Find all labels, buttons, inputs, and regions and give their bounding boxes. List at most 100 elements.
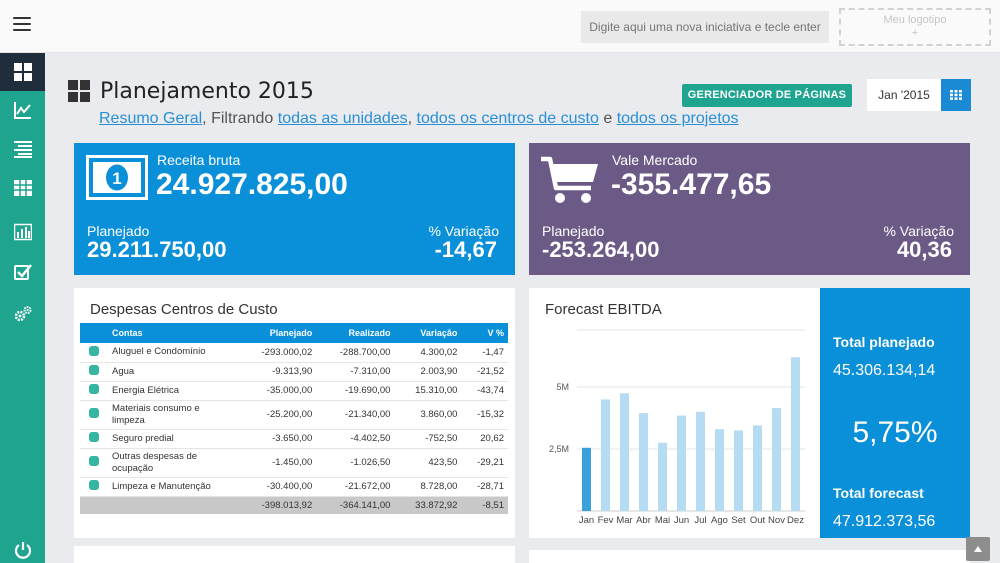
logo-plus: + [911,27,919,39]
forecast-chart: 2,5M 5M Jan Fev Mar Abr Mai Jun Jul Ago Set Out Nov D… [549,329,805,526]
logo-upload-box[interactable]: Meu logotipo + [839,8,991,46]
sidebar-item-bar-chart[interactable] [0,213,45,251]
col-vpct[interactable]: V % [461,323,508,343]
table-total-row: -398.013,92 -364.141,00 33.872,92 -8,51 [80,496,508,514]
summary-link[interactable]: Resumo Geral [99,110,203,127]
forecast-percent: 5,75% [852,416,938,449]
cell-conta: Limpeza e Manutenção [108,477,238,497]
checklist-icon [13,264,32,280]
row-color-marker [89,480,99,490]
chart-xtick-label: Mai [655,515,670,526]
table-row[interactable]: Seguro predial -3.650,00 -4.402,50 -752,50 2… [80,429,508,449]
table-row[interactable]: Outras despesas de ocupação -1.450,00 -1.0… [80,448,508,478]
cell-realizado: -7.310,00 [316,362,395,382]
chart-xtick-label: Abr [636,515,651,526]
kpi-card-revenue: 1 Receita bruta 24.927.825,00 Planejado … [74,143,515,275]
sidebar-item-settings[interactable] [0,295,45,333]
pages-manager-button[interactable]: GERENCIADOR DE PÁGINAS [682,84,852,107]
kpi-revenue-value: 24.927.825,00 [156,168,348,201]
cell-variacao: 4.300,02 [394,343,462,363]
sidebar [0,53,45,563]
total-vp: -8,51 [461,496,508,514]
row-dot-cell [80,381,108,401]
table-row[interactable]: Agua -9.313,90 -7.310,00 2.003,90 -21,52 [80,362,508,382]
chart-bar [582,447,591,511]
calendar-grid-icon [950,90,962,100]
row-color-marker [89,384,99,394]
calendar-button[interactable] [941,79,971,111]
table-header-row: Contas Planejado Realizado Variação V % [80,323,508,343]
svg-text:1: 1 [112,169,121,188]
sidebar-item-list[interactable] [0,130,45,168]
chart-bar [791,357,800,511]
cell-variacao: 8.728,00 [394,477,462,497]
cell-vp: 20,62 [461,429,508,449]
cell-vp: -28,71 [461,477,508,497]
table-row[interactable]: Aluguel e Condomínio -293.000,02 -288.700,… [80,343,508,363]
projects-link[interactable]: todos os projetos [616,110,739,127]
arrow-up-icon [974,546,982,552]
page-title: Planejamento 2015 [100,79,314,104]
kpi-revenue-plan-label: Planejado [87,223,150,239]
chart-bar [658,442,667,511]
scroll-to-top-button[interactable] [966,537,990,561]
expenses-title: Despesas Centros de Custo [90,301,278,318]
bar-chart-icon [13,223,32,241]
bottom-panel-left [74,546,515,563]
cell-realizado: -21.672,00 [316,477,395,497]
kpi-voucher-var-value: 40,36 [896,237,952,262]
cell-planejado: -35.000,00 [238,381,317,401]
cell-vp: -29,21 [461,448,508,478]
kpi-revenue-label: Receita bruta [157,152,241,168]
dashboard-title-icon [68,80,90,102]
row-color-marker [89,456,99,466]
kpi-voucher-label: Vale Mercado [612,152,698,168]
sidebar-item-checklist[interactable] [0,253,45,291]
new-initiative-input[interactable] [581,11,829,43]
col-contas[interactable]: Contas [108,323,238,343]
settings-icon [14,306,31,322]
cost-centers-link[interactable]: todos os centros de custo [416,110,599,127]
total-conta [108,496,238,514]
row-dot-cell [80,448,108,478]
chart-xtick-label: Nov [768,515,785,526]
cell-conta: Outras despesas de ocupação [108,448,238,478]
row-dot-cell [80,400,108,430]
col-variacao[interactable]: Variação [394,323,462,343]
total-variacao: 33.872,92 [394,496,462,514]
row-color-marker [89,365,99,375]
table-row[interactable]: Limpeza e Manutenção -30.400,00 -21.672,00… [80,477,508,497]
logo-label: Meu logotipo [883,14,947,26]
cell-variacao: 2.003,90 [394,362,462,382]
row-color-marker [89,408,99,418]
col-realizado[interactable]: Realizado [316,323,395,343]
cell-conta: Materiais consumo e limpeza [108,400,238,430]
units-link[interactable]: todas as unidades [277,110,408,127]
chart-xtick-label: Fev [598,515,614,526]
money-icon: 1 [86,155,148,200]
sidebar-item-line-chart[interactable] [0,91,45,129]
row-dot-cell [80,362,108,382]
cell-planejado: -1.450,00 [238,448,317,478]
forecast-title: Forecast EBITDA [545,301,662,318]
cell-planejado: -293.000,02 [238,343,317,363]
col-planejado[interactable]: Planejado [238,323,317,343]
row-dot-cell [80,477,108,497]
sidebar-item-dashboard[interactable] [0,53,45,91]
sidebar-item-logout[interactable] [0,531,45,563]
cell-variacao: 15.310,00 [394,381,462,401]
table-row[interactable]: Energia Elétrica -35.000,00 -19.690,00 15.3… [80,381,508,401]
table-row[interactable]: Materiais consumo e limpeza -25.200,00 -21… [80,400,508,430]
and-text: e [603,110,613,127]
shopping-cart-icon [541,156,598,203]
forecast-panel: Forecast EBITDA 2,5M 5M Jan Fev Mar Abr Mai Jun… [529,288,820,538]
menu-icon[interactable] [13,17,31,33]
date-selector[interactable]: Jan '2015 [867,79,941,111]
kpi-voucher-var-label: % Variação [883,223,954,239]
cell-conta: Energia Elétrica [108,381,238,401]
chart-bar [620,393,629,511]
cell-realizado: -19.690,00 [316,381,395,401]
filter-prefix: Filtrando [211,110,274,127]
sidebar-item-table[interactable] [0,169,45,207]
chart-xtick-label: Out [750,515,766,526]
